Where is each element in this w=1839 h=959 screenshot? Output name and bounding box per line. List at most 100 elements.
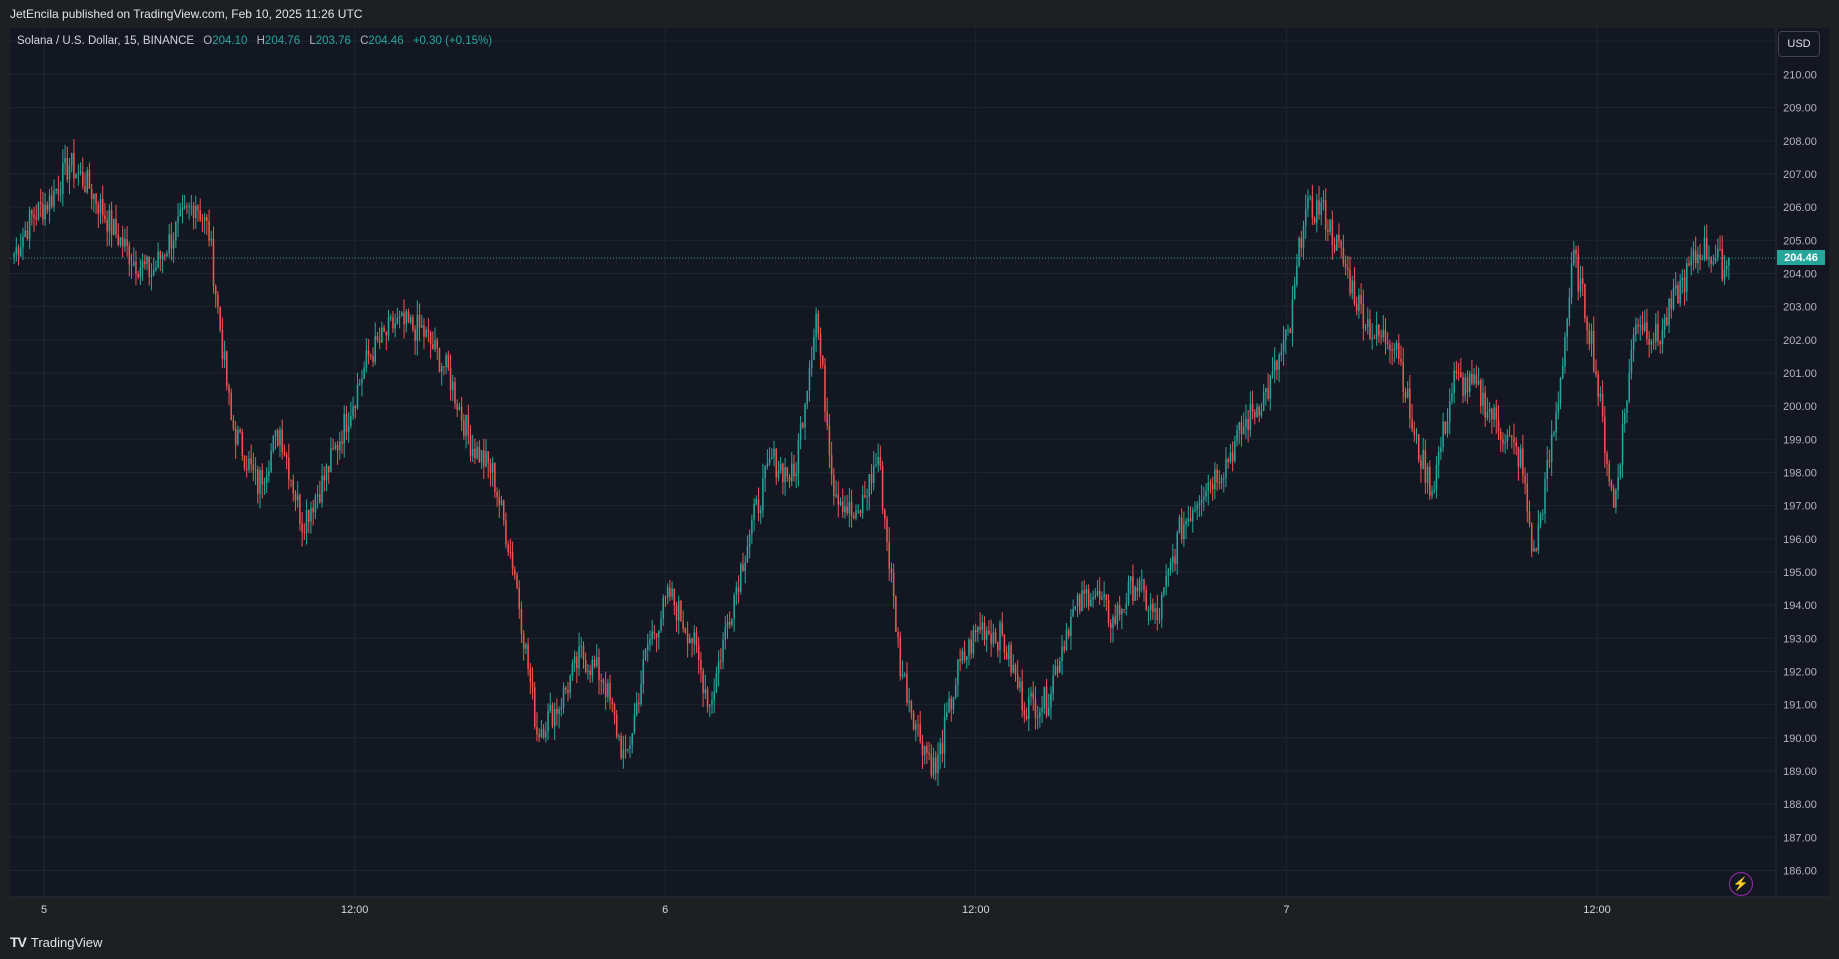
currency-button[interactable]: USD (1778, 31, 1820, 57)
candle-body (981, 622, 984, 630)
candle-body (494, 462, 496, 493)
candle-body (724, 627, 727, 640)
candle-body (1546, 460, 1548, 480)
candle-body (385, 331, 388, 336)
candle-body (64, 158, 66, 164)
candle-body (234, 428, 237, 445)
candle-body (1437, 451, 1440, 465)
candle-body (1050, 693, 1052, 708)
candle-body (901, 674, 904, 677)
candle-body (1327, 229, 1329, 232)
candle-body (677, 600, 680, 621)
candle-body (744, 562, 746, 571)
candle-body (640, 684, 642, 704)
tradingview-logo-icon[interactable]: TV (10, 934, 27, 950)
candle-body (520, 608, 523, 634)
candle-body (429, 332, 432, 345)
candle-body (228, 386, 230, 393)
candle-body (1302, 225, 1305, 248)
candle-body (237, 429, 239, 445)
symbol-name[interactable]: Solana / U.S. Dollar, 15, BINANCE (17, 35, 195, 47)
candle-body (243, 455, 246, 469)
y-tick-label: 207.00 (1783, 169, 1817, 181)
candle-body (879, 457, 882, 466)
candle-body (631, 733, 634, 746)
candle-body (327, 465, 330, 472)
price-axis: 186.00 187.00 188.00 189.00 190.00 191.00 192.… (1783, 36, 1817, 877)
price-chart[interactable]: 186.00 187.00 188.00 189.00 190.00 191.00 192.… (0, 28, 1839, 925)
candle-body (589, 670, 591, 676)
candle-body (1307, 197, 1309, 209)
candle-body (1211, 484, 1214, 490)
candle-body (1318, 200, 1320, 215)
candle-body (1289, 329, 1292, 333)
candle-body (230, 392, 233, 421)
candle-body (101, 198, 104, 216)
candle-body (950, 698, 953, 710)
candle-body (217, 294, 219, 307)
candle-body (1641, 325, 1644, 331)
candle-body (1238, 422, 1241, 430)
candle-body (263, 482, 266, 485)
candle-body (394, 323, 396, 329)
candle-body (57, 188, 60, 194)
candle-body (358, 383, 361, 385)
candle-body (1701, 258, 1704, 260)
candle-body (1670, 298, 1673, 309)
candle-body (899, 637, 902, 677)
y-tick-label: 196.00 (1783, 534, 1817, 546)
candle-body (1360, 295, 1362, 305)
candle-body (1194, 509, 1196, 511)
candle-body (458, 406, 461, 410)
candle-body (799, 423, 802, 441)
candle-body (387, 317, 390, 336)
candle-body (1081, 590, 1083, 611)
candle-body (1493, 407, 1495, 420)
candle-body (833, 474, 835, 497)
candle-body (1398, 342, 1400, 360)
candle-body (522, 633, 525, 649)
candle-body (378, 340, 381, 343)
candle-body (671, 588, 673, 597)
y-tick-label: 208.00 (1783, 136, 1817, 148)
lightning-icon[interactable]: ⚡ (1729, 872, 1753, 896)
candle-body (1276, 360, 1278, 370)
candle-body (531, 681, 534, 688)
candle-body (197, 205, 199, 211)
candle-body (274, 430, 277, 437)
candle-body (456, 403, 458, 410)
candle-body (1420, 460, 1422, 469)
y-tick-label: 206.00 (1783, 202, 1817, 214)
candle-body (352, 406, 354, 417)
candle-body (1628, 372, 1630, 402)
candle-body (403, 312, 405, 325)
candle-body (715, 672, 718, 692)
candle-body (279, 429, 281, 446)
brand-name[interactable]: TradingView (30, 934, 103, 950)
candle-body (1424, 450, 1427, 483)
candle-body (689, 638, 691, 644)
candle-body (1347, 267, 1349, 270)
candle-body (1488, 408, 1491, 413)
candle-body (771, 457, 773, 459)
candle-body (1183, 524, 1185, 540)
candle-body (1010, 644, 1012, 673)
candle-body (1316, 200, 1318, 223)
candle-body (797, 440, 800, 474)
candle-body (1659, 341, 1661, 345)
candle-body (86, 170, 88, 192)
candle-body (73, 152, 75, 179)
candle-body (751, 519, 753, 535)
candle-body (128, 245, 131, 265)
symbol-legend[interactable]: Solana / U.S. Dollar, 15, BINANCE O204.1… (17, 35, 492, 47)
candle-body (742, 564, 744, 571)
candle-body (367, 350, 370, 356)
candle-body (334, 445, 337, 449)
candle-body (44, 204, 46, 220)
candle-body (135, 261, 137, 275)
candle-body (1154, 608, 1156, 612)
candle-body (1577, 254, 1580, 292)
candle-body (1278, 354, 1280, 370)
candle-body (1471, 373, 1473, 384)
candle-body (345, 413, 348, 432)
